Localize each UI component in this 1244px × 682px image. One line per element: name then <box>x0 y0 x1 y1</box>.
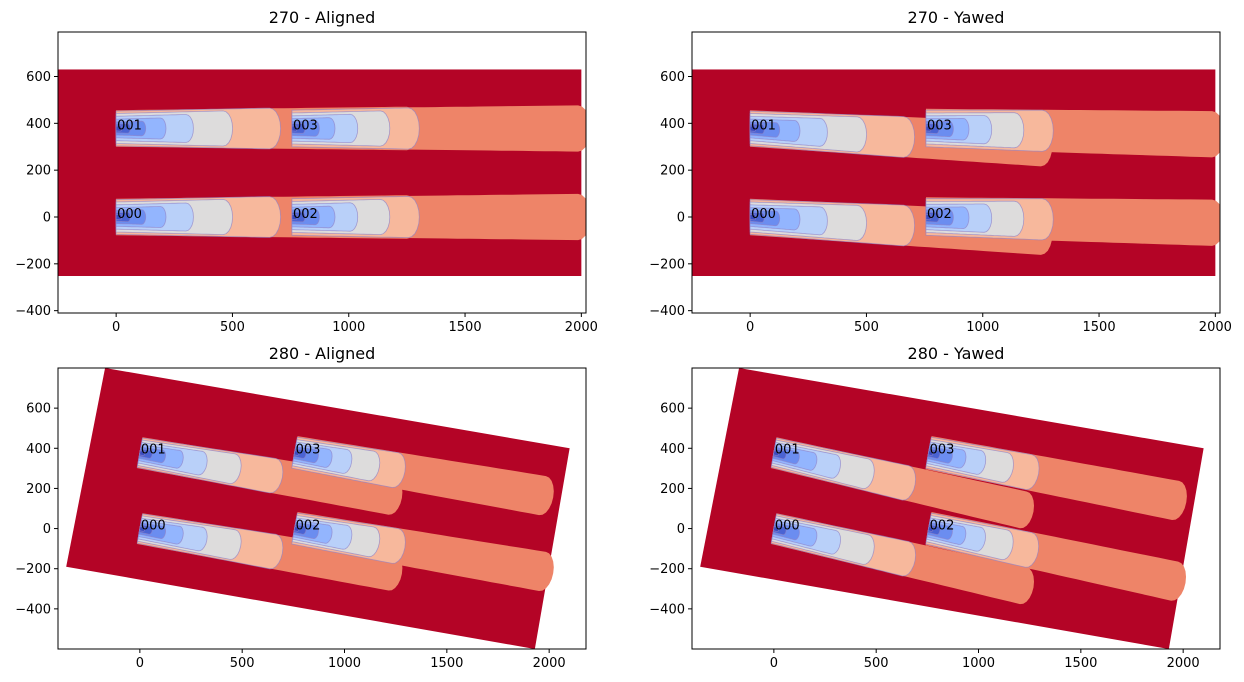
x-tick-label: 1500 <box>1083 320 1116 335</box>
y-tick-label: −400 <box>15 602 51 617</box>
x-tick-label: 500 <box>220 320 245 335</box>
wake-003 <box>925 436 1187 520</box>
x-tick-label: 500 <box>854 320 879 335</box>
x-tick-label: 500 <box>864 656 889 671</box>
axes-frame <box>57 31 587 314</box>
turbine-label-001: 001 <box>117 118 142 133</box>
turbine-label-003: 003 <box>293 118 318 133</box>
y-tick-label: 400 <box>26 117 51 132</box>
y-tick-label: −200 <box>15 257 51 272</box>
y-tick-label: 600 <box>660 70 685 85</box>
y-tick-label: 600 <box>26 70 51 85</box>
wake-001 <box>770 437 1034 529</box>
x-tick-label: 2000 <box>533 656 566 671</box>
x-tick-label: 0 <box>136 656 144 671</box>
y-tick-label: 200 <box>26 164 51 179</box>
wake-003 <box>291 105 586 152</box>
turbine-label-001: 001 <box>775 443 800 458</box>
panel-title: 280 - Aligned <box>269 344 376 363</box>
wake-001 <box>136 437 403 515</box>
panel-4: 000 001 002 003 0 500 1000 1500 2000 −400 −200 0 200… <box>649 344 1221 671</box>
y-tick-label: 0 <box>677 210 685 225</box>
y-tick-label: 400 <box>660 117 685 132</box>
flow-domain <box>66 368 570 649</box>
wake-000 <box>136 513 403 591</box>
axes-frame <box>691 367 1221 650</box>
x-tick-label: 1000 <box>332 320 365 335</box>
y-tick-label: −200 <box>649 257 685 272</box>
wake-003 <box>925 108 1220 158</box>
x-tick-label: 500 <box>230 656 255 671</box>
turbine-label-001: 001 <box>751 118 776 133</box>
wake-002 <box>925 512 1186 601</box>
x-tick-label: 0 <box>112 320 120 335</box>
turbine-label-003: 003 <box>930 443 955 458</box>
y-tick-label: 0 <box>43 522 51 537</box>
x-tick-label: 0 <box>770 656 778 671</box>
turbine-label-002: 002 <box>293 207 318 222</box>
turbine-label-000: 000 <box>775 519 800 534</box>
flow-domain <box>58 69 582 277</box>
wake-003 <box>291 436 554 516</box>
x-tick-label: 1000 <box>966 320 999 335</box>
turbine-label-002: 002 <box>927 207 952 222</box>
y-tick-label: −400 <box>15 304 51 319</box>
turbine-label-000: 000 <box>141 519 166 534</box>
axes-frame <box>691 31 1221 314</box>
panel-2: 000 001 002 003 0 500 1000 1500 2000 −400 −200 0 200… <box>649 8 1232 335</box>
wake-002 <box>291 193 586 241</box>
x-tick-label: 2000 <box>1167 656 1200 671</box>
y-tick-label: 200 <box>660 482 685 497</box>
x-tick-label: 1500 <box>1064 656 1097 671</box>
turbine-label-003: 003 <box>296 443 321 458</box>
wake-000 <box>770 513 1034 605</box>
y-tick-label: 600 <box>26 402 51 417</box>
x-tick-label: 2000 <box>1199 320 1232 335</box>
x-tick-label: 1000 <box>328 656 361 671</box>
x-tick-label: 1500 <box>430 656 463 671</box>
panel-title: 280 - Yawed <box>908 344 1005 363</box>
panel-title: 270 - Yawed <box>908 8 1005 27</box>
y-tick-label: 600 <box>660 402 685 417</box>
y-tick-label: 200 <box>660 164 685 179</box>
wake-002 <box>925 197 1220 246</box>
turbine-label-003: 003 <box>927 118 952 133</box>
panel-title: 270 - Aligned <box>269 8 376 27</box>
y-tick-label: −200 <box>15 562 51 577</box>
y-tick-label: 200 <box>26 482 51 497</box>
y-tick-label: 0 <box>677 522 685 537</box>
turbine-label-000: 000 <box>751 207 776 222</box>
turbine-label-002: 002 <box>296 519 321 534</box>
wake-002 <box>291 512 554 591</box>
turbine-label-001: 001 <box>141 443 166 458</box>
y-tick-label: 0 <box>43 210 51 225</box>
axes-frame <box>57 367 587 650</box>
y-tick-label: 400 <box>660 442 685 457</box>
y-tick-label: −400 <box>649 304 685 319</box>
x-tick-label: 0 <box>746 320 754 335</box>
x-tick-label: 1500 <box>449 320 482 335</box>
turbine-label-002: 002 <box>930 519 955 534</box>
x-tick-label: 2000 <box>565 320 598 335</box>
panel-1: 000 001 002 003 0 500 1000 1500 2000 −400 −200 0 200… <box>15 8 598 335</box>
y-tick-label: −400 <box>649 602 685 617</box>
y-tick-label: −200 <box>649 562 685 577</box>
panel-3: 000 001 002 003 0 500 1000 1500 2000 −400 −200 0 200… <box>15 344 587 671</box>
x-tick-label: 1000 <box>962 656 995 671</box>
turbine-label-000: 000 <box>117 207 142 222</box>
y-tick-label: 400 <box>26 442 51 457</box>
